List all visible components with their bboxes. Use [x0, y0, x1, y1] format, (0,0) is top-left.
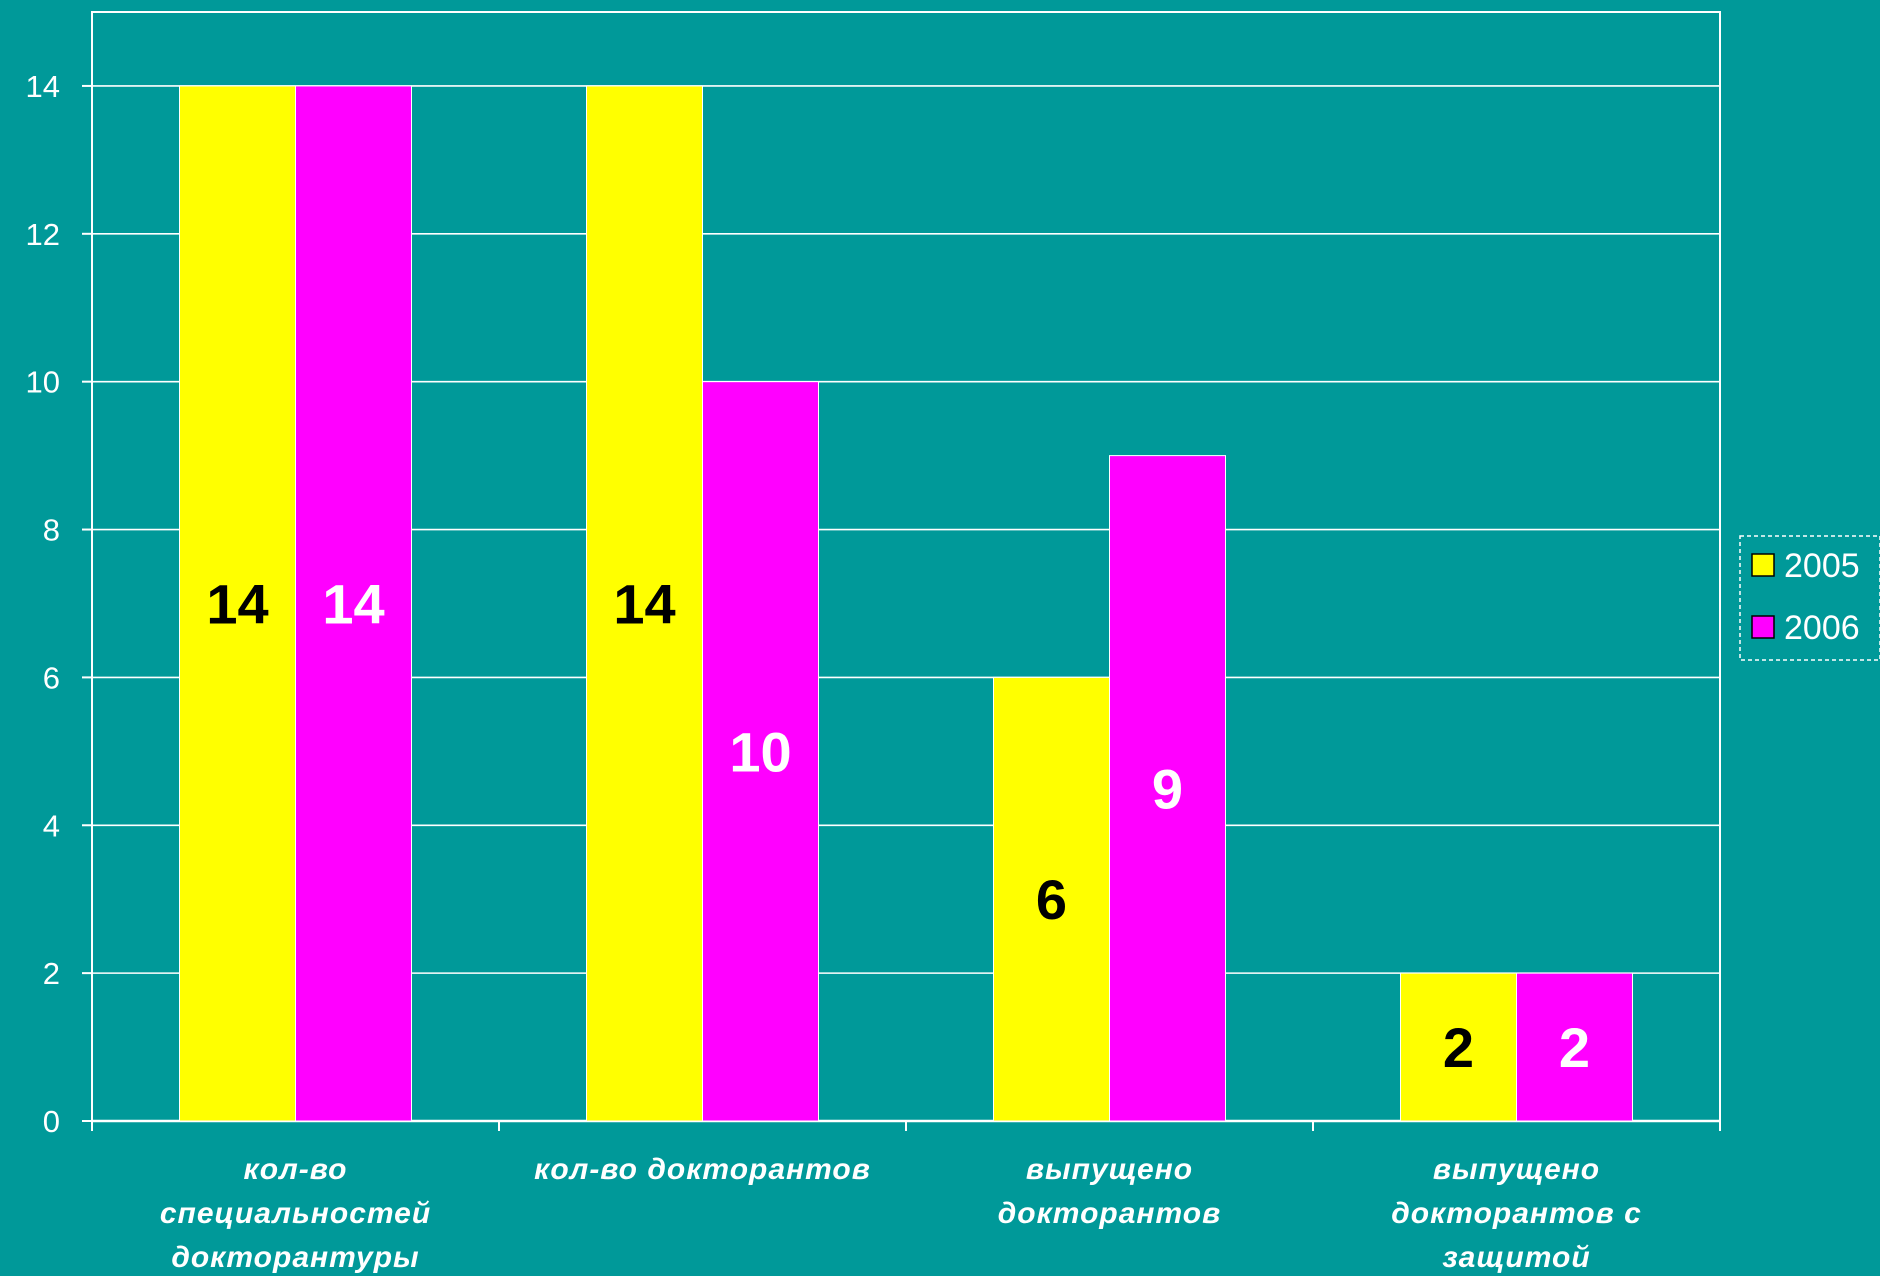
bar-2005 — [993, 676, 1110, 1122]
bar-2006 — [1109, 455, 1226, 1122]
legend-label: 2006 — [1784, 609, 1860, 647]
category-label: докторантуры — [171, 1241, 419, 1274]
bar-2006 — [702, 381, 819, 1122]
data-label: 14 — [613, 572, 675, 635]
category-label: специальностей — [160, 1197, 431, 1230]
y-tick-label: 0 — [43, 1104, 60, 1139]
legend-label: 2005 — [1784, 547, 1860, 585]
legend-swatch-2005 — [1751, 553, 1775, 577]
y-tick-label: 8 — [43, 513, 60, 548]
category-label: выпущено — [1433, 1153, 1600, 1186]
category-label: кол-во — [244, 1153, 348, 1186]
data-label: 9 — [1152, 757, 1183, 820]
y-tick-label: 14 — [26, 69, 60, 104]
data-label: 2 — [1443, 1016, 1474, 1079]
category-label: докторантов с — [1391, 1197, 1642, 1230]
data-label: 14 — [322, 572, 384, 635]
y-tick-label: 4 — [43, 808, 60, 843]
category-label: защитой — [1442, 1241, 1590, 1274]
bar-2006 — [1516, 972, 1633, 1122]
data-label: 10 — [729, 720, 791, 783]
y-tick-label: 10 — [26, 365, 60, 400]
category-label: выпущено — [1026, 1153, 1193, 1186]
category-label: докторантов — [998, 1197, 1222, 1230]
y-tick-label: 6 — [43, 660, 60, 695]
y-tick-label: 2 — [43, 956, 60, 991]
legend-box — [1739, 535, 1880, 661]
category-label: кол-во докторантов — [534, 1153, 871, 1186]
bar-2005 — [1400, 972, 1517, 1122]
legend-swatch-2006 — [1751, 615, 1775, 639]
data-label: 14 — [206, 572, 268, 635]
bar-2005 — [179, 85, 296, 1122]
data-label: 2 — [1559, 1016, 1590, 1079]
bar-2005 — [586, 85, 703, 1122]
data-label: 6 — [1036, 868, 1067, 931]
bar-2006 — [295, 85, 412, 1122]
y-tick-label: 12 — [26, 217, 60, 252]
